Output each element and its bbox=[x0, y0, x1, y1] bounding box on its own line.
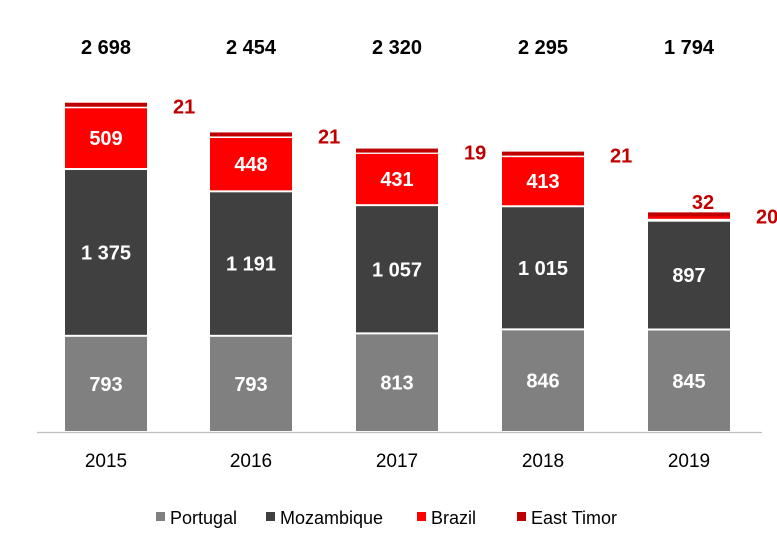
legend-swatch-brazil bbox=[417, 512, 426, 521]
bar-segment-mozambique-2016 bbox=[210, 192, 292, 335]
bar-segment-brazil-2018 bbox=[502, 157, 584, 206]
x-tick-label-2016: 2016 bbox=[230, 451, 272, 472]
legend-swatch-mozambique bbox=[266, 512, 275, 521]
value-label-mozambique-2016: 1 191 bbox=[226, 254, 276, 276]
total-label-2019: 1 794 bbox=[664, 37, 715, 59]
legend-label-brazil: Brazil bbox=[431, 508, 476, 528]
bar-segment-portugal-2017 bbox=[356, 334, 438, 431]
value-label-brazil-2017: 431 bbox=[380, 169, 413, 191]
bar-segment-brazil-2016 bbox=[210, 137, 292, 191]
x-tick-label-2017: 2017 bbox=[376, 451, 418, 472]
value-label-mozambique-2017: 1 057 bbox=[372, 259, 422, 281]
value-label-brazil-2016: 448 bbox=[234, 154, 267, 176]
bar-segment-east-timor-2016 bbox=[210, 132, 292, 137]
legend: Portugal Mozambique Brazil East Timor bbox=[156, 508, 617, 528]
x-tick-label-2015: 2015 bbox=[85, 451, 127, 472]
bars-layer bbox=[65, 102, 730, 431]
value-label-east-timor-2017: 19 bbox=[464, 143, 486, 165]
value-label-portugal-2017: 813 bbox=[380, 373, 413, 395]
labels-layer: 793 1 375 509 21 2 698 793 1 191 448 21 2 454 813 1… bbox=[81, 37, 777, 396]
x-tick-label-2019: 2019 bbox=[668, 451, 710, 472]
value-label-brazil-2015: 509 bbox=[89, 128, 122, 150]
x-axis: 2015 2016 2017 2018 2019 bbox=[37, 431, 762, 472]
total-label-2018: 2 295 bbox=[518, 37, 568, 59]
bar-segment-portugal-2016 bbox=[210, 336, 292, 431]
total-label-2017: 2 320 bbox=[372, 37, 422, 59]
bar-segment-east-timor-2018 bbox=[502, 151, 584, 156]
legend-label-mozambique: Mozambique bbox=[280, 508, 383, 528]
bar-segment-east-timor-2019 bbox=[648, 212, 730, 217]
bar-segment-brazil-2015 bbox=[65, 108, 147, 169]
value-label-east-timor-2016: 21 bbox=[318, 126, 340, 148]
value-label-east-timor-2018: 21 bbox=[610, 146, 632, 168]
legend-swatch-east-timor bbox=[517, 512, 526, 521]
bar-segment-mozambique-2019 bbox=[648, 221, 730, 329]
bar-segment-portugal-2015 bbox=[65, 336, 147, 431]
bar-segment-portugal-2019 bbox=[648, 330, 730, 431]
value-label-portugal-2015: 793 bbox=[89, 374, 122, 396]
value-label-portugal-2016: 793 bbox=[234, 374, 267, 396]
value-label-portugal-2018: 846 bbox=[526, 371, 559, 393]
value-label-portugal-2019: 845 bbox=[672, 371, 705, 393]
value-label-brazil-2018: 413 bbox=[526, 171, 559, 193]
bar-segment-brazil-2019 bbox=[648, 214, 730, 219]
value-label-east-timor-2015: 21 bbox=[173, 97, 195, 119]
value-label-brazil-2019: 32 bbox=[692, 192, 714, 214]
bar-segment-brazil-2017 bbox=[356, 153, 438, 205]
legend-label-east-timor: East Timor bbox=[531, 508, 617, 528]
value-label-mozambique-2015: 1 375 bbox=[81, 242, 131, 264]
bar-segment-portugal-2018 bbox=[502, 330, 584, 431]
legend-swatch-portugal bbox=[156, 512, 165, 521]
x-tick-label-2018: 2018 bbox=[522, 451, 564, 472]
value-label-mozambique-2018: 1 015 bbox=[518, 258, 568, 280]
total-label-2015: 2 698 bbox=[81, 37, 131, 59]
bar-segment-east-timor-2017 bbox=[356, 148, 438, 153]
value-label-east-timor-2019: 20 bbox=[756, 206, 777, 228]
bar-segment-mozambique-2018 bbox=[502, 207, 584, 329]
total-label-2016: 2 454 bbox=[226, 37, 277, 59]
bar-segment-mozambique-2015 bbox=[65, 170, 147, 335]
legend-label-portugal: Portugal bbox=[170, 508, 237, 528]
bar-segment-mozambique-2017 bbox=[356, 206, 438, 333]
value-label-mozambique-2019: 897 bbox=[672, 265, 705, 287]
bar-segment-east-timor-2015 bbox=[65, 102, 147, 107]
